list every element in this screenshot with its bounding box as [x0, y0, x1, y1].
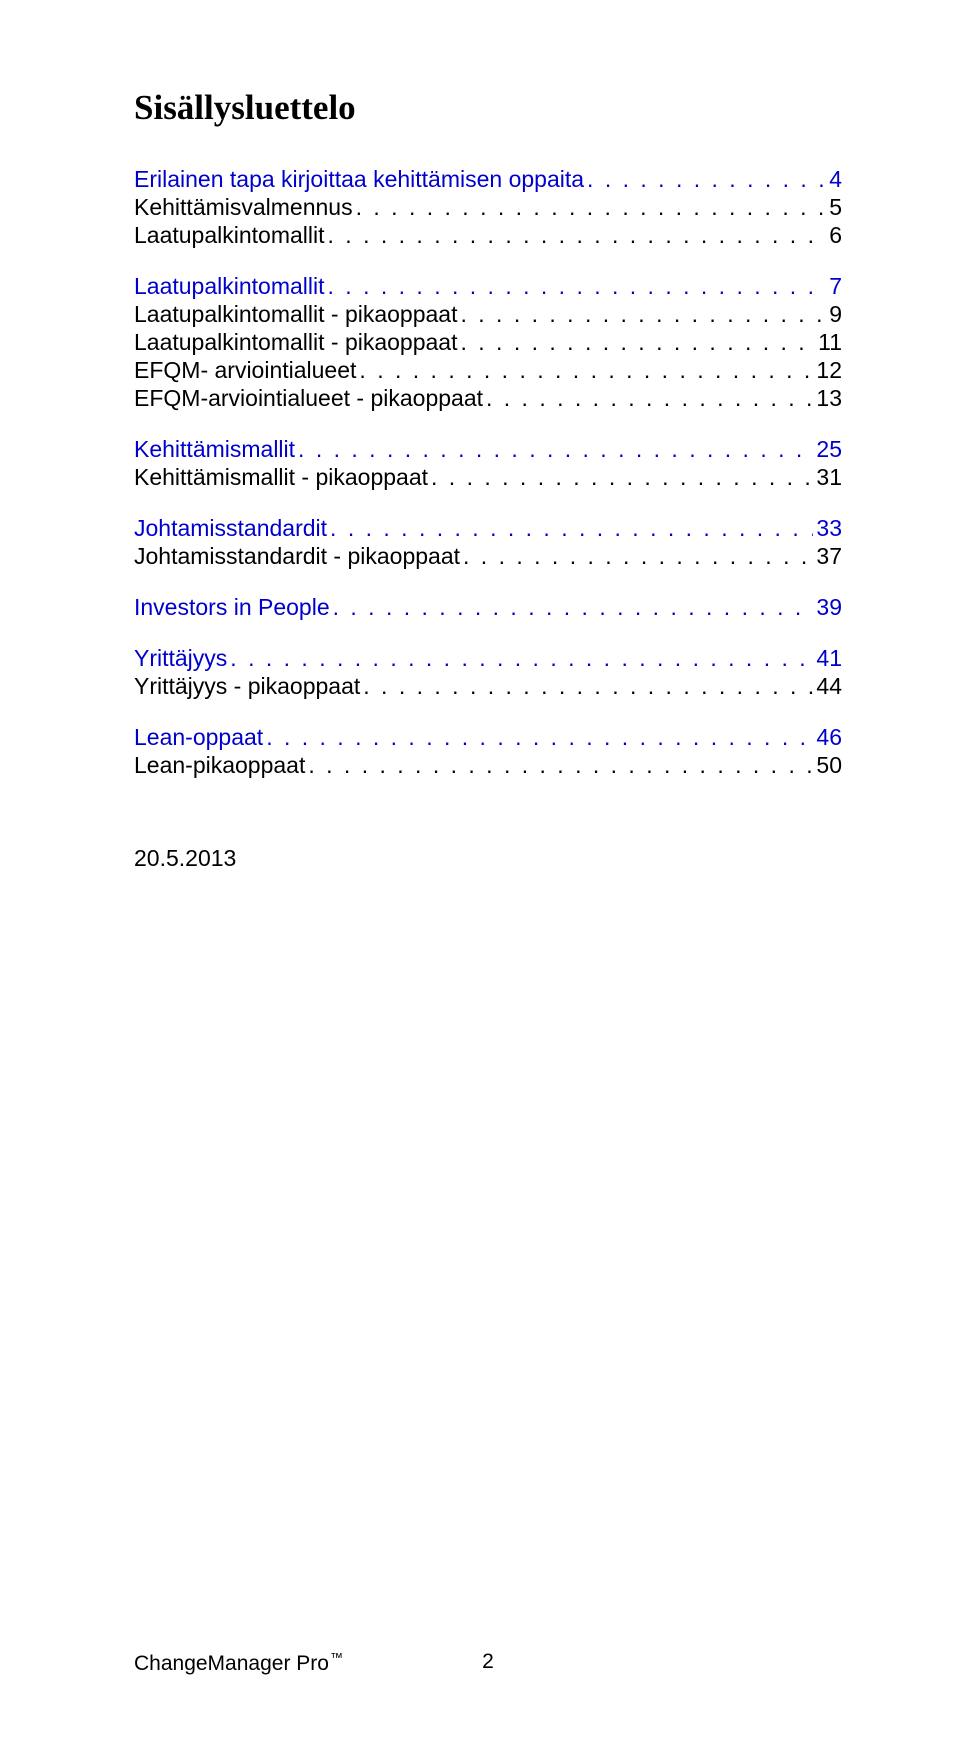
- toc-row[interactable]: Johtamisstandardit. . . . . . . . . . . …: [134, 517, 842, 540]
- toc-entry-page: 25: [816, 438, 842, 461]
- toc-group: Yrittäjyys. . . . . . . . . . . . . . . …: [134, 647, 842, 698]
- toc-entry-label: Yrittäjyys: [134, 647, 227, 670]
- toc-entry-page: 39: [816, 596, 842, 619]
- page: Sisällysluettelo Erilainen tapa kirjoitt…: [0, 0, 960, 1752]
- toc-row[interactable]: Lean-oppaat. . . . . . . . . . . . . . .…: [134, 726, 842, 749]
- toc-entry-label: Laatupalkintomallit: [134, 224, 325, 247]
- toc-entry-page: 33: [816, 517, 842, 540]
- toc-entry-label: EFQM-arviointialueet - pikaoppaat: [134, 387, 483, 410]
- toc-entry-page: 13: [816, 387, 842, 410]
- page-title: Sisällysluettelo: [134, 88, 842, 128]
- toc-group: Johtamisstandardit. . . . . . . . . . . …: [134, 517, 842, 568]
- toc-leader-dots: . . . . . . . . . . . . . . . . . . . . …: [587, 168, 826, 191]
- toc-leader-dots: . . . . . . . . . . . . . . . . . . . . …: [266, 726, 813, 749]
- toc-entry-label: Johtamisstandardit: [134, 517, 327, 540]
- toc-entry-label: EFQM- arviointialueet: [134, 359, 356, 382]
- toc-group: Lean-oppaat. . . . . . . . . . . . . . .…: [134, 726, 842, 777]
- toc-row[interactable]: Yrittäjyys - pikaoppaat. . . . . . . . .…: [134, 675, 842, 698]
- toc-group: Erilainen tapa kirjoittaa kehittämisen o…: [134, 168, 842, 247]
- table-of-contents: Erilainen tapa kirjoittaa kehittämisen o…: [134, 168, 842, 777]
- toc-leader-dots: . . . . . . . . . . . . . . . . . . . . …: [308, 754, 813, 777]
- toc-leader-dots: . . . . . . . . . . . . . . . . . . . . …: [328, 224, 827, 247]
- toc-entry-label: Erilainen tapa kirjoittaa kehittämisen o…: [134, 168, 584, 191]
- toc-row[interactable]: Yrittäjyys. . . . . . . . . . . . . . . …: [134, 647, 842, 670]
- toc-row[interactable]: EFQM-arviointialueet - pikaoppaat. . . .…: [134, 387, 842, 410]
- toc-entry-page: 5: [829, 196, 842, 219]
- toc-row[interactable]: Lean-pikaoppaat. . . . . . . . . . . . .…: [134, 754, 842, 777]
- toc-group: Laatupalkintomallit. . . . . . . . . . .…: [134, 275, 842, 410]
- toc-entry-label: Kehittämisvalmennus: [134, 196, 353, 219]
- trademark-icon: ™: [330, 1650, 343, 1665]
- toc-group: Investors in People. . . . . . . . . . .…: [134, 596, 842, 619]
- toc-row[interactable]: Investors in People. . . . . . . . . . .…: [134, 596, 842, 619]
- footer-brand: ChangeManager Pro™: [134, 1650, 343, 1676]
- toc-entry-label: Yrittäjyys - pikaoppaat: [134, 675, 360, 698]
- toc-entry-label: Laatupalkintomallit - pikaoppaat: [134, 331, 457, 354]
- toc-leader-dots: . . . . . . . . . . . . . . . . . . . . …: [486, 387, 813, 410]
- toc-entry-page: 11: [818, 331, 842, 354]
- toc-entry-page: 6: [829, 224, 842, 247]
- toc-entry-page: 9: [829, 303, 842, 326]
- toc-leader-dots: . . . . . . . . . . . . . . . . . . . . …: [298, 438, 813, 461]
- toc-entry-page: 31: [816, 466, 842, 489]
- toc-leader-dots: . . . . . . . . . . . . . . . . . . . . …: [356, 196, 827, 219]
- toc-entry-page: 44: [816, 675, 842, 698]
- page-footer: ChangeManager Pro™ 2: [134, 1650, 842, 1676]
- footer-brand-text: ChangeManager Pro: [134, 1652, 329, 1675]
- toc-entry-page: 50: [816, 754, 842, 777]
- toc-row[interactable]: Laatupalkintomallit. . . . . . . . . . .…: [134, 224, 842, 247]
- toc-entry-page: 12: [816, 359, 842, 382]
- toc-entry-label: Laatupalkintomallit - pikaoppaat: [134, 303, 457, 326]
- toc-leader-dots: . . . . . . . . . . . . . . . . . . . . …: [431, 466, 813, 489]
- toc-leader-dots: . . . . . . . . . . . . . . . . . . . . …: [460, 331, 815, 354]
- toc-entry-label: Lean-oppaat: [134, 726, 263, 749]
- toc-entry-page: 46: [816, 726, 842, 749]
- toc-entry-page: 41: [816, 647, 842, 670]
- toc-leader-dots: . . . . . . . . . . . . . . . . . . . . …: [230, 647, 813, 670]
- toc-row[interactable]: Kehittämisvalmennus. . . . . . . . . . .…: [134, 196, 842, 219]
- toc-leader-dots: . . . . . . . . . . . . . . . . . . . . …: [359, 359, 813, 382]
- toc-row[interactable]: Laatupalkintomallit. . . . . . . . . . .…: [134, 275, 842, 298]
- toc-entry-label: Laatupalkintomallit: [134, 275, 325, 298]
- toc-row[interactable]: Kehittämismallit - pikaoppaat. . . . . .…: [134, 466, 842, 489]
- document-date: 20.5.2013: [134, 845, 842, 872]
- toc-entry-label: Investors in People: [134, 596, 330, 619]
- toc-entry-page: 4: [829, 168, 842, 191]
- toc-entry-page: 37: [816, 545, 842, 568]
- toc-leader-dots: . . . . . . . . . . . . . . . . . . . . …: [460, 303, 826, 326]
- toc-leader-dots: . . . . . . . . . . . . . . . . . . . . …: [463, 545, 813, 568]
- toc-row[interactable]: Laatupalkintomallit - pikaoppaat. . . . …: [134, 303, 842, 326]
- toc-entry-label: Kehittämismallit - pikaoppaat: [134, 466, 428, 489]
- toc-leader-dots: . . . . . . . . . . . . . . . . . . . . …: [330, 517, 813, 540]
- toc-entry-label: Lean-pikaoppaat: [134, 754, 305, 777]
- toc-row[interactable]: EFQM- arviointialueet. . . . . . . . . .…: [134, 359, 842, 382]
- toc-leader-dots: . . . . . . . . . . . . . . . . . . . . …: [333, 596, 814, 619]
- toc-row[interactable]: Kehittämismallit. . . . . . . . . . . . …: [134, 438, 842, 461]
- toc-row[interactable]: Johtamisstandardit - pikaoppaat. . . . .…: [134, 545, 842, 568]
- toc-entry-label: Kehittämismallit: [134, 438, 295, 461]
- toc-entry-page: 7: [829, 275, 842, 298]
- toc-entry-label: Johtamisstandardit - pikaoppaat: [134, 545, 460, 568]
- toc-leader-dots: . . . . . . . . . . . . . . . . . . . . …: [328, 275, 827, 298]
- footer-page-number: 2: [482, 1650, 494, 1674]
- toc-leader-dots: . . . . . . . . . . . . . . . . . . . . …: [363, 675, 813, 698]
- toc-row[interactable]: Erilainen tapa kirjoittaa kehittämisen o…: [134, 168, 842, 191]
- toc-row[interactable]: Laatupalkintomallit - pikaoppaat. . . . …: [134, 331, 842, 354]
- toc-group: Kehittämismallit. . . . . . . . . . . . …: [134, 438, 842, 489]
